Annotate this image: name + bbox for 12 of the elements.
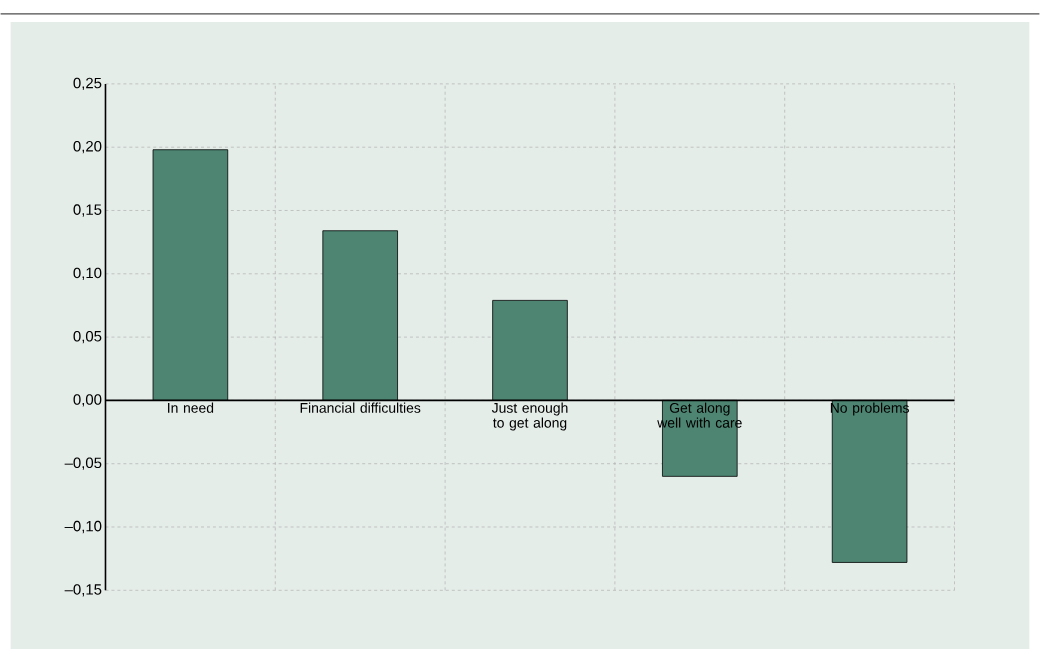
- y-tick-label: 0,20: [73, 140, 102, 154]
- x-tick-label: In need: [168, 402, 214, 413]
- y-tick-label: –0,10: [64, 520, 102, 534]
- y-tick-label: 0,25: [73, 77, 102, 90]
- y-tick-label: 0,10: [73, 267, 102, 280]
- y-tick-label: 0,00: [73, 394, 102, 407]
- y-tick-label: 0,05: [73, 330, 102, 344]
- x-tick-label: Just enough to get along: [491, 402, 568, 431]
- y-tick-label: –0,05: [64, 457, 102, 470]
- y-tick-label: 0,15: [73, 204, 102, 217]
- y-tick-label: –0,15: [64, 584, 102, 597]
- x-tick-label: Financial difficulties: [300, 402, 421, 413]
